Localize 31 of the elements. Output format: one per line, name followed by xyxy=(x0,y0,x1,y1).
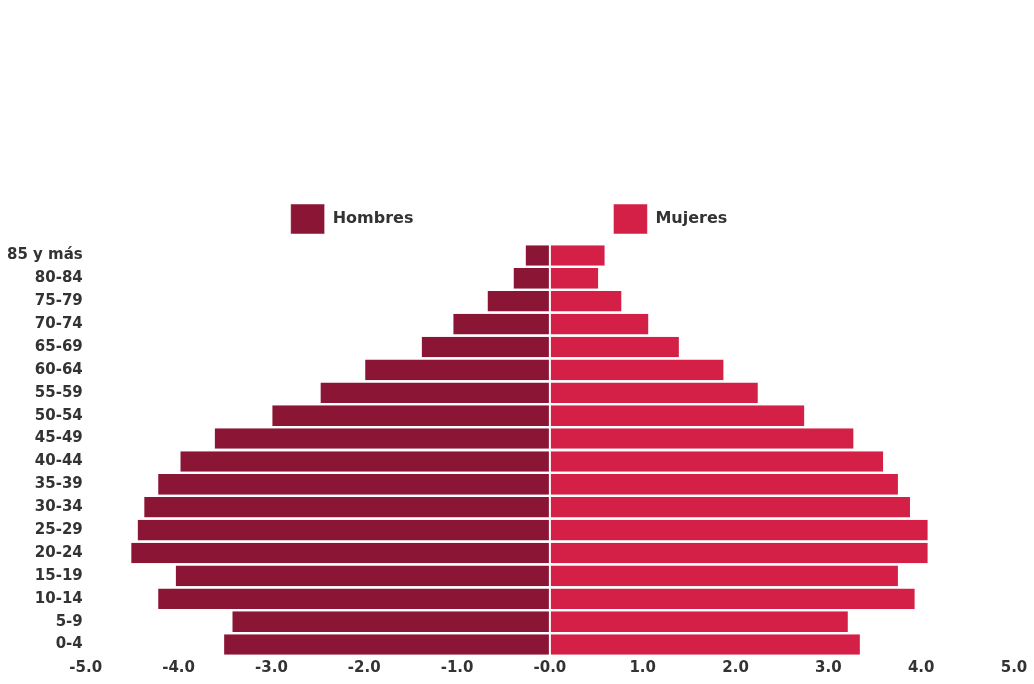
y-tick-label: 65-69 xyxy=(34,336,83,355)
y-tick-label: 70-74 xyxy=(34,314,83,332)
y-tick-label: 50-54 xyxy=(34,405,83,424)
x-tick-label: -0.0 xyxy=(533,657,567,676)
y-tick-label: 5-9 xyxy=(55,611,83,630)
y-tick-label: 45-49 xyxy=(34,428,83,447)
y-tick-label: 40-44 xyxy=(34,451,83,470)
x-tick-label: 4.0 xyxy=(907,657,935,676)
legend-label: Mujeres xyxy=(655,208,728,228)
x-tick-label: -3.0 xyxy=(255,657,288,676)
y-tick-label: 15-19 xyxy=(34,565,83,584)
legend-label: Hombres xyxy=(332,208,414,228)
y-tick-label: 80-84 xyxy=(34,268,83,287)
y-tick-label: 85 y más xyxy=(7,245,83,264)
y-tick-label: 10-14 xyxy=(34,588,83,607)
x-tick-label: -5.0 xyxy=(69,657,103,676)
y-tick-label: 75-79 xyxy=(34,291,83,310)
x-tick-label: 3.0 xyxy=(815,657,842,676)
y-tick-label: 30-34 xyxy=(34,497,83,516)
y-tick-label: 20-24 xyxy=(34,542,83,561)
y-tick-label: 35-39 xyxy=(34,474,83,493)
x-tick-label: 5.0 xyxy=(1000,657,1028,676)
x-tick-label: 2.0 xyxy=(722,657,749,676)
x-tick-label: -1.0 xyxy=(440,657,474,676)
y-tick-label: 60-64 xyxy=(34,359,83,378)
y-tick-label: 0-4 xyxy=(55,634,83,653)
y-tick-label: 55-59 xyxy=(34,382,83,401)
x-tick-label: -4.0 xyxy=(162,657,195,676)
x-tick-label: 1.0 xyxy=(629,657,656,676)
x-tick-label: -2.0 xyxy=(347,657,381,676)
y-tick-label: 25-29 xyxy=(34,520,83,538)
